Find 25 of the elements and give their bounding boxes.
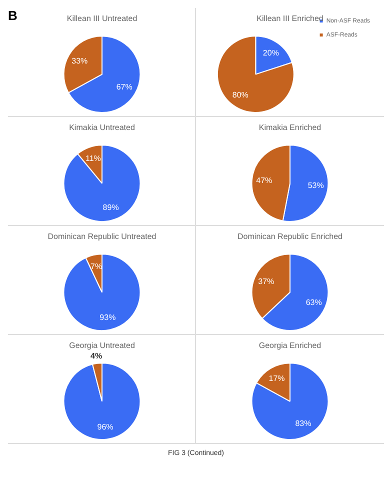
data-label: 7%: [90, 262, 102, 272]
data-label: 53%: [308, 180, 324, 190]
chart-title: Killean III Enriched: [256, 14, 324, 24]
data-label: 47%: [256, 176, 272, 186]
data-label: 63%: [306, 298, 322, 307]
data-label: 80%: [232, 90, 248, 100]
data-label: 83%: [295, 418, 312, 428]
chart-title: Kimakia Enriched: [258, 123, 322, 132]
data-label: 33%: [72, 56, 88, 66]
chart-title: Dominican Republic Untreated: [48, 232, 156, 242]
chart-title: Georgia Untreated: [69, 341, 135, 350]
data-label: 67%: [116, 82, 132, 92]
data-label: 11%: [85, 154, 101, 164]
data-label: 4%: [90, 352, 102, 361]
text: B: [8, 8, 18, 23]
data-label: 17%: [268, 374, 285, 384]
chart-title: Georgia Enriched: [258, 341, 322, 350]
data-label: 37%: [258, 277, 274, 286]
chart-title: Killean III Untreated: [66, 14, 138, 24]
chart-title: Kimakia Untreated: [69, 123, 135, 132]
data-label: 20%: [262, 48, 279, 58]
data-label: 96%: [97, 422, 114, 432]
data-label: 89%: [102, 202, 119, 212]
data-label: 93%: [100, 312, 116, 322]
chart-title: Dominican Republic Enriched: [238, 232, 342, 242]
